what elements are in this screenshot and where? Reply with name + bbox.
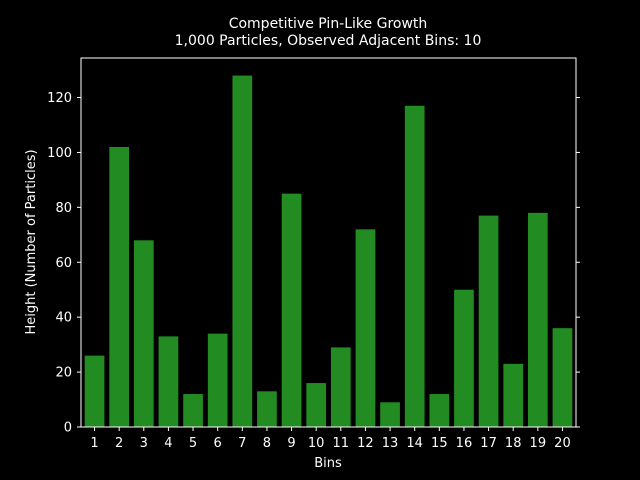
y-ticks-group: 0 20 40 60 80 100 120 [47, 91, 580, 436]
x-tick-label: 16 [456, 436, 473, 451]
bar-4 [158, 336, 179, 427]
bar-7 [232, 75, 253, 428]
x-ticks-group: 1 2 3 4 5 6 7 8 9 10 11 12 13 14 15 16 17 18 19 20 [90, 427, 571, 451]
x-tick-label: 2 [115, 436, 123, 451]
bars-group [84, 75, 573, 428]
bar-11 [330, 347, 351, 427]
x-tick-label: 14 [406, 436, 423, 451]
x-tick-label: 10 [308, 436, 325, 451]
x-tick-label: 1 [90, 436, 98, 451]
bar-12 [355, 229, 376, 427]
x-tick-label: 12 [357, 436, 374, 451]
bar-1 [84, 355, 105, 427]
bar-6 [207, 333, 228, 427]
bar-18 [503, 363, 524, 427]
bar-10 [306, 383, 327, 427]
x-tick-label: 4 [164, 436, 172, 451]
bar-20 [552, 328, 573, 427]
x-tick-label: 5 [189, 436, 197, 451]
axes-group [80, 57, 577, 428]
y-tick-label: 100 [47, 146, 72, 161]
x-tick-label: 20 [554, 436, 571, 451]
bar-9 [281, 193, 302, 427]
y-axis-label: Height (Number of Particles) [24, 149, 39, 334]
x-tick-label: 19 [530, 436, 547, 451]
x-tick-label: 3 [140, 436, 148, 451]
x-tick-label: 11 [333, 436, 350, 451]
x-tick-label: 18 [505, 436, 522, 451]
y-tick-label: 80 [55, 201, 72, 216]
y-tick-label: 60 [55, 256, 72, 271]
x-tick-label: 9 [287, 436, 295, 451]
bar-19 [527, 212, 548, 427]
bar-13 [380, 402, 400, 427]
x-tick-label: 7 [238, 436, 246, 451]
x-tick-label: 15 [431, 436, 448, 451]
x-axis-label: Bins [314, 456, 342, 471]
bar-15 [429, 394, 450, 427]
plot-frame [80, 57, 577, 428]
bar-2 [109, 146, 130, 427]
y-tick-label: 20 [55, 366, 72, 381]
chart-title: Competitive Pin-Like Growth [229, 16, 428, 32]
x-tick-label: 13 [382, 436, 399, 451]
y-tick-label: 40 [55, 311, 72, 326]
bar-14 [404, 105, 425, 427]
y-tick-label: 0 [64, 421, 72, 436]
x-tick-label: 6 [214, 436, 222, 451]
y-tick-label: 120 [47, 91, 72, 106]
bar-17 [478, 215, 499, 427]
x-tick-label: 17 [480, 436, 497, 451]
chart-subtitle: 1,000 Particles, Observed Adjacent Bins:… [175, 33, 482, 49]
x-tick-label: 8 [263, 436, 271, 451]
bar-8 [257, 391, 277, 427]
bar-3 [133, 240, 154, 427]
bar-16 [454, 289, 474, 427]
bar-5 [183, 394, 203, 427]
